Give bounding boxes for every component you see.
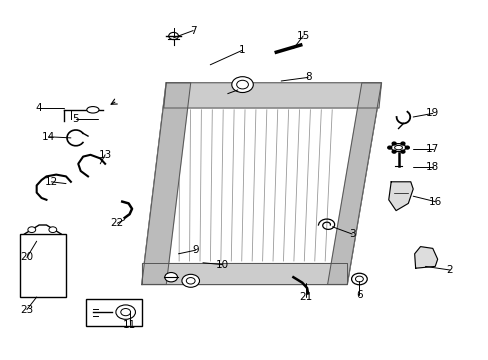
- Ellipse shape: [87, 107, 99, 113]
- Text: 23: 23: [20, 305, 34, 315]
- Bar: [85, 299, 142, 326]
- Text: 17: 17: [425, 144, 439, 154]
- Circle shape: [400, 150, 404, 153]
- Polygon shape: [327, 83, 381, 284]
- Circle shape: [355, 276, 363, 282]
- Circle shape: [121, 309, 130, 316]
- Text: 7: 7: [189, 26, 196, 36]
- Polygon shape: [163, 83, 381, 108]
- Polygon shape: [142, 83, 381, 284]
- Text: 15: 15: [296, 31, 309, 41]
- Circle shape: [391, 142, 395, 145]
- Text: 19: 19: [425, 108, 439, 118]
- Circle shape: [182, 274, 199, 287]
- Polygon shape: [142, 263, 346, 284]
- Circle shape: [391, 150, 395, 153]
- Text: 22: 22: [110, 218, 124, 228]
- Circle shape: [49, 227, 57, 233]
- Text: 20: 20: [20, 252, 33, 262]
- Circle shape: [351, 273, 366, 285]
- Text: 5: 5: [72, 114, 79, 124]
- Text: 3: 3: [348, 229, 355, 239]
- Polygon shape: [414, 247, 437, 268]
- Circle shape: [231, 77, 253, 93]
- Polygon shape: [388, 182, 412, 211]
- Circle shape: [405, 146, 408, 149]
- Text: 1: 1: [238, 45, 245, 55]
- Text: 13: 13: [98, 150, 112, 160]
- Circle shape: [236, 80, 248, 89]
- Ellipse shape: [390, 144, 405, 152]
- Circle shape: [186, 278, 195, 284]
- Text: 12: 12: [44, 177, 58, 187]
- Circle shape: [28, 227, 36, 233]
- Text: 8: 8: [304, 72, 311, 82]
- Text: 14: 14: [42, 132, 56, 142]
- Text: 9: 9: [192, 245, 199, 255]
- Text: 11: 11: [122, 320, 136, 330]
- Polygon shape: [142, 83, 190, 284]
- Text: 18: 18: [425, 162, 439, 172]
- Text: 21: 21: [298, 292, 312, 302]
- Bar: [20, 234, 66, 297]
- Circle shape: [387, 146, 391, 149]
- Circle shape: [164, 273, 177, 282]
- Circle shape: [116, 305, 135, 319]
- Text: 10: 10: [216, 260, 228, 270]
- Text: 4: 4: [36, 103, 42, 113]
- Circle shape: [168, 32, 178, 40]
- Circle shape: [400, 142, 404, 145]
- Text: 16: 16: [427, 197, 441, 207]
- Text: 6: 6: [355, 290, 362, 300]
- Ellipse shape: [394, 145, 402, 150]
- Text: 2: 2: [446, 265, 452, 275]
